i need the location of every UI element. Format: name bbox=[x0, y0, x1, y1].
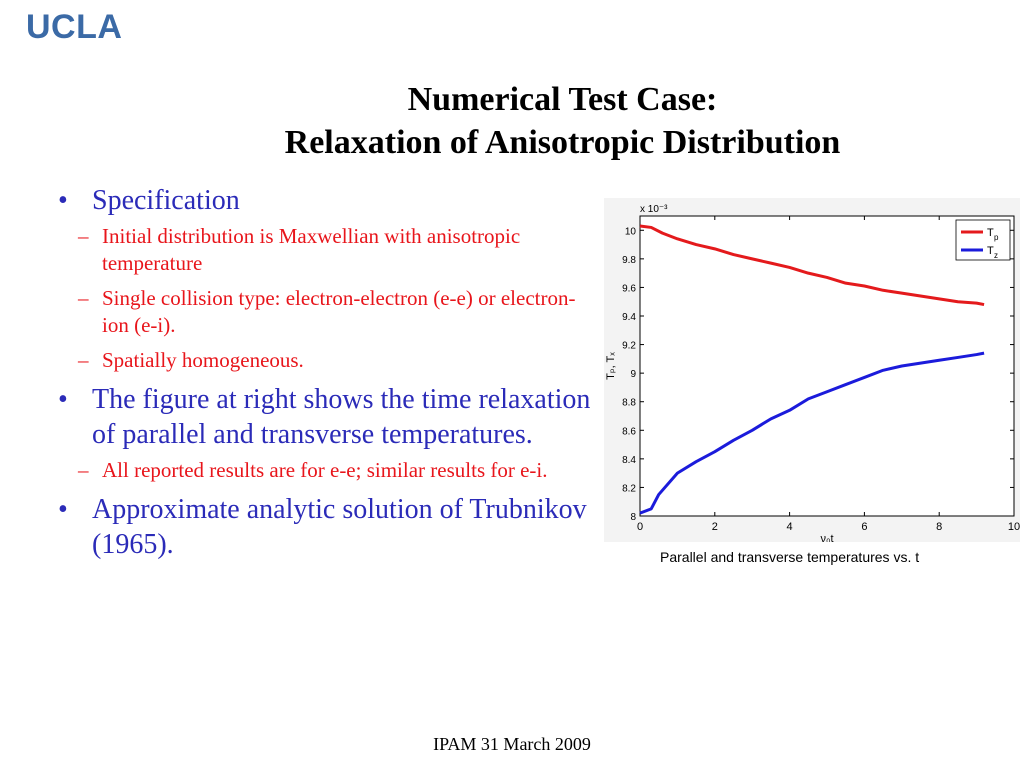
sub-bullet-text: Single collision type: electron-electron… bbox=[102, 286, 576, 337]
legend-subscript: p bbox=[994, 233, 999, 242]
y-tick-label: 8 bbox=[630, 512, 636, 523]
y-tick-label: 8.8 bbox=[622, 398, 636, 409]
dash-icon: – bbox=[78, 348, 89, 372]
x-tick-label: 10 bbox=[1008, 521, 1020, 533]
y-tick-label: 8.6 bbox=[622, 426, 636, 437]
legend-subscript: z bbox=[994, 251, 998, 260]
bullet-text: Approximate analytic solution of Trubnik… bbox=[92, 494, 587, 560]
ucla-logo: UCLA bbox=[26, 8, 123, 46]
series-line bbox=[639, 224, 985, 307]
y-tick-label: 8.4 bbox=[622, 455, 636, 466]
y-tick-label: 9.6 bbox=[622, 283, 636, 294]
legend-label: T bbox=[987, 245, 994, 257]
sub-bullet-item: – All reported results are for e-e; simi… bbox=[58, 457, 598, 484]
figure-caption: Parallel and transverse temperatures vs.… bbox=[660, 549, 920, 565]
bullet-item: • Specification bbox=[58, 183, 598, 218]
title-line-1: Numerical Test Case: bbox=[407, 81, 718, 118]
bullet-item: • The figure at right shows the time rel… bbox=[58, 382, 598, 452]
series-line bbox=[639, 351, 985, 515]
sub-bullet-text: Spatially homogeneous. bbox=[102, 348, 304, 372]
bullet-dot-icon: • bbox=[58, 185, 68, 216]
sub-bullet-text: Initial distribution is Maxwellian with … bbox=[102, 224, 521, 275]
bullet-text: The figure at right shows the time relax… bbox=[92, 384, 591, 450]
dash-icon: – bbox=[78, 286, 89, 310]
bullet-dot-icon: • bbox=[58, 384, 68, 415]
x-tick-label: 6 bbox=[861, 521, 867, 533]
plot-area bbox=[639, 215, 1015, 517]
x-tick-label: 8 bbox=[936, 521, 942, 533]
y-axis-label: Tₚ, Tₓ bbox=[605, 352, 617, 380]
title-line-2: Relaxation of Anisotropic Distribution bbox=[284, 124, 841, 161]
bullet-dot-icon: • bbox=[58, 494, 68, 525]
sub-bullet-text: All reported results are for e-e; simila… bbox=[102, 458, 548, 482]
sub-bullet-item: – Single collision type: electron-electr… bbox=[58, 285, 598, 339]
y-tick-label: 10 bbox=[625, 226, 637, 237]
x-tick-label: 2 bbox=[712, 521, 718, 533]
y-tick-label: 8.2 bbox=[622, 483, 636, 494]
bullet-item: • Approximate analytic solution of Trubn… bbox=[58, 492, 598, 562]
legend-box bbox=[955, 219, 1011, 261]
sub-bullet-item: – Initial distribution is Maxwellian wit… bbox=[58, 223, 598, 277]
x-axis-label: ν₀t bbox=[820, 533, 833, 542]
dash-icon: – bbox=[78, 458, 89, 482]
bullet-text: Specification bbox=[92, 185, 240, 216]
y-tick-label: 9.2 bbox=[622, 341, 636, 352]
bullet-list: • Specification – Initial distribution i… bbox=[58, 183, 598, 567]
figure-panel: 0 2 4 6 8 10 8 8.2 8.4 8.6 8.8 9 9.2 9.4 9.6 9.8 10 x 10⁻… bbox=[604, 198, 1020, 545]
y-tick-label: 9 bbox=[630, 369, 636, 380]
dash-icon: – bbox=[78, 224, 89, 248]
legend-label: T bbox=[987, 227, 994, 239]
slide-title: Numerical Test Case: Relaxation of Aniso… bbox=[120, 78, 1005, 164]
y-tick-label: 9.4 bbox=[622, 312, 636, 323]
sub-bullet-item: – Spatially homogeneous. bbox=[58, 347, 598, 374]
footer-text: IPAM 31 March 2009 bbox=[433, 734, 591, 754]
x-tick-label: 4 bbox=[787, 521, 793, 533]
x-tick-label: 0 bbox=[637, 521, 643, 533]
y-multiplier-label: x 10⁻³ bbox=[640, 204, 668, 215]
y-tick-label: 9.8 bbox=[622, 255, 636, 266]
